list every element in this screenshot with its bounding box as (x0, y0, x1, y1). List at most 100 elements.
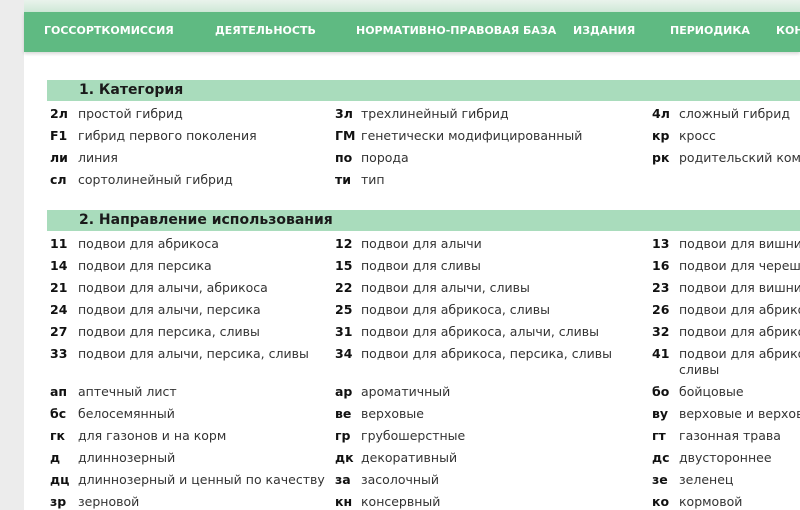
description: засолочный (361, 472, 440, 487)
description: консервный (361, 494, 441, 509)
description: подвои для алычи, сливы (361, 280, 530, 295)
code: 25 (335, 302, 353, 317)
description: зеленец (679, 472, 734, 487)
code: д (50, 450, 61, 465)
code: 23 (652, 280, 670, 295)
code: ву (652, 406, 669, 421)
description: подвои для алычи (361, 236, 482, 251)
code: 12 (335, 236, 353, 251)
nav-link[interactable]: ПЕРИОДИКА (670, 24, 750, 37)
section-header: 2. Направление использования (47, 210, 800, 231)
code: 21 (50, 280, 68, 295)
header-strip (24, 0, 800, 12)
code: 32 (652, 324, 670, 339)
description: подвои для абрикос (679, 302, 800, 317)
code: дк (335, 450, 354, 465)
description: сливы (679, 362, 720, 377)
code: кр (652, 128, 670, 143)
code: 4л (652, 106, 670, 121)
description: ароматичный (361, 384, 451, 399)
description: верховые и верховс (679, 406, 800, 421)
description: линия (78, 150, 118, 165)
description: подвои для алычи, абрикоса (78, 280, 268, 295)
side-margin (0, 0, 24, 510)
description: родительский комп (679, 150, 800, 165)
description: белосемянный (78, 406, 175, 421)
description: порода (361, 150, 409, 165)
code: ве (335, 406, 352, 421)
code: ко (652, 494, 670, 509)
nav-link[interactable]: НОРМАТИВНО-ПРАВОВАЯ БАЗА (356, 24, 557, 37)
code: ГМ (335, 128, 356, 143)
code: дц (50, 472, 70, 487)
section-title: 1. Категория (79, 82, 184, 98)
code: гт (652, 428, 666, 443)
code: 41 (652, 346, 670, 361)
description: тип (361, 172, 385, 187)
description: подвои для алычи, персика (78, 302, 261, 317)
code: сл (50, 172, 67, 187)
description: двустороннее (679, 450, 772, 465)
code: 31 (335, 324, 353, 339)
description: подвои для абрикоса (78, 236, 219, 251)
description: подвои для абрикоса, сливы (361, 302, 551, 317)
code: 3л (335, 106, 353, 121)
code: 27 (50, 324, 68, 339)
code: ап (50, 384, 68, 399)
description: подвои для сливы (361, 258, 481, 273)
code: 34 (335, 346, 353, 361)
description: подвои для вишни, (679, 280, 800, 295)
description: декоративный (361, 450, 458, 465)
code: бо (652, 384, 670, 399)
nav-link[interactable]: ГОССОРТКОМИССИЯ (44, 24, 174, 37)
description: верховые (361, 406, 424, 421)
code: бс (50, 406, 67, 421)
code: F1 (50, 128, 68, 143)
code: зе (652, 472, 668, 487)
description: аптечный лист (78, 384, 177, 399)
code: ар (335, 384, 353, 399)
code: ти (335, 172, 352, 187)
code: гк (50, 428, 66, 443)
description: бойцовые (679, 384, 744, 399)
description: трехлинейный гибрид (361, 106, 509, 121)
code: зр (50, 494, 67, 509)
description: подвои для черешн (679, 258, 800, 273)
description: грубошерстные (361, 428, 466, 443)
code: 22 (335, 280, 353, 295)
code: 26 (652, 302, 670, 317)
description: подвои для абрикоса, алычи, сливы (361, 324, 600, 339)
nav-link[interactable]: КОН (776, 24, 800, 37)
section-title: 2. Направление использования (79, 212, 333, 228)
description: подвои для абрико (679, 324, 800, 339)
description: подвои для персика, сливы (78, 324, 260, 339)
description: кормовой (679, 494, 743, 509)
nav-link[interactable]: ДЕЯТЕЛЬНОСТЬ (215, 24, 316, 37)
code: по (335, 150, 353, 165)
description: сортолинейный гибрид (78, 172, 233, 187)
description: длиннозерный и ценный по качеству (78, 472, 325, 487)
code: гр (335, 428, 351, 443)
code: 2л (50, 106, 68, 121)
description: зерновой (78, 494, 140, 509)
description: подвои для абрикос (679, 346, 800, 361)
description: простой гибрид (78, 106, 183, 121)
nav-link[interactable]: ИЗДАНИЯ (573, 24, 636, 37)
code: рк (652, 150, 670, 165)
code: 15 (335, 258, 353, 273)
description: длиннозерный (78, 450, 176, 465)
section-header: 1. Категория (47, 80, 800, 101)
code: кн (335, 494, 353, 509)
description: генетически модифицированный (361, 128, 583, 143)
description: газонная трава (679, 428, 781, 443)
code: 11 (50, 236, 68, 251)
code: 16 (652, 258, 670, 273)
code: дс (652, 450, 670, 465)
description: подвои для алычи, персика, сливы (78, 346, 309, 361)
code: 13 (652, 236, 670, 251)
description: подвои для абрикоса, персика, сливы (361, 346, 612, 361)
code: 33 (50, 346, 68, 361)
code: 14 (50, 258, 68, 273)
description: подвои для персика (78, 258, 212, 273)
